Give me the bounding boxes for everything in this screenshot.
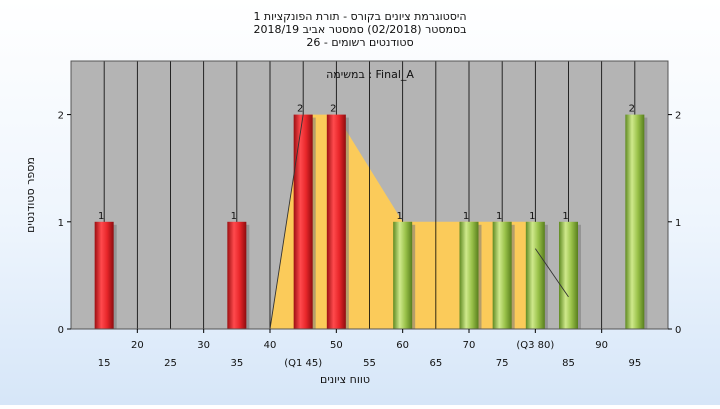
axis-layer: 0 0 1 1 2 2 20 30 40 50 60 70 (Q3 80) 90 15 25 35 (Q1 45)… bbox=[58, 60, 681, 369]
x-tick-label-80: (Q3 80) bbox=[516, 340, 554, 351]
x-tick-label-20: 20 bbox=[131, 340, 144, 351]
trend-layer bbox=[269, 114, 569, 330]
bar-value-label-70: 1 bbox=[463, 211, 469, 222]
bar-95 bbox=[625, 114, 645, 329]
y-tick-label-right-2: 2 bbox=[675, 111, 681, 122]
x-tick-label-25: 25 bbox=[164, 358, 177, 369]
chart-title-line-2: בסמסטר (02/2018) סמסטר אביב 2018/19 bbox=[253, 23, 466, 36]
x-tick-label-70: 70 bbox=[463, 340, 476, 351]
x-tick-label-90: 90 bbox=[595, 340, 608, 351]
bar-80 bbox=[525, 221, 545, 329]
x-tick-label-35: 35 bbox=[230, 358, 243, 369]
chart-subtitle: במשימה : Final_A bbox=[326, 68, 414, 81]
y-tick-label-left-2: 2 bbox=[58, 111, 64, 122]
x-tick-label-60: 60 bbox=[396, 340, 409, 351]
bar-35 bbox=[227, 221, 247, 329]
x-tick-label-40: 40 bbox=[264, 340, 277, 351]
bar-value-label-85: 1 bbox=[562, 211, 568, 222]
bar-15 bbox=[94, 221, 114, 329]
y-tick-label-right-0: 0 bbox=[675, 325, 681, 336]
x-tick-label-45: (Q1 45) bbox=[284, 358, 322, 369]
chart-title-line-1: היסטוגרמת ציונים בקורס - תורת הפונקציות … bbox=[253, 10, 466, 23]
trend-line-2 bbox=[534, 248, 569, 298]
x-tick-label-55: 55 bbox=[363, 358, 376, 369]
bar-value-label-50: 2 bbox=[330, 104, 336, 115]
bar-60 bbox=[393, 221, 413, 329]
plot-frame bbox=[70, 60, 669, 330]
x-tick-label-15: 15 bbox=[98, 358, 111, 369]
bar-value-label-45: 2 bbox=[297, 104, 303, 115]
y-tick-label-right-1: 1 bbox=[675, 218, 681, 229]
x-tick-label-75: 75 bbox=[496, 358, 509, 369]
bar-value-label-15: 1 bbox=[98, 211, 104, 222]
x-tick-label-95: 95 bbox=[628, 358, 641, 369]
bar-value-label-95: 2 bbox=[629, 104, 635, 115]
bar-value-label-80: 1 bbox=[529, 211, 535, 222]
bar-50 bbox=[326, 114, 346, 329]
bar-85 bbox=[559, 221, 578, 329]
trend-line-1 bbox=[269, 114, 304, 330]
bar-70 bbox=[459, 221, 479, 329]
x-tick-label-65: 65 bbox=[429, 358, 442, 369]
x-tick-label-85: 85 bbox=[562, 358, 575, 369]
bar-value-label-35: 1 bbox=[231, 211, 237, 222]
bar-45 bbox=[293, 114, 313, 329]
bar-75 bbox=[492, 221, 512, 329]
y-axis-title: מספר סטודנטים bbox=[24, 157, 37, 233]
x-tick-label-30: 30 bbox=[197, 340, 210, 351]
chart-title-line-3: סטודנטים רשומים - 26 bbox=[306, 36, 413, 49]
x-axis-title: טווח ציונים bbox=[320, 373, 370, 386]
bar-layer: 1 1 2 2 1 1 1 1 1 2 bbox=[94, 104, 648, 329]
x-tick-label-50: 50 bbox=[330, 340, 343, 351]
y-tick-label-left-0: 0 bbox=[58, 325, 64, 336]
bar-value-label-75: 1 bbox=[496, 211, 502, 222]
y-tick-label-left-1: 1 bbox=[58, 218, 64, 229]
bar-value-label-60: 1 bbox=[396, 211, 402, 222]
